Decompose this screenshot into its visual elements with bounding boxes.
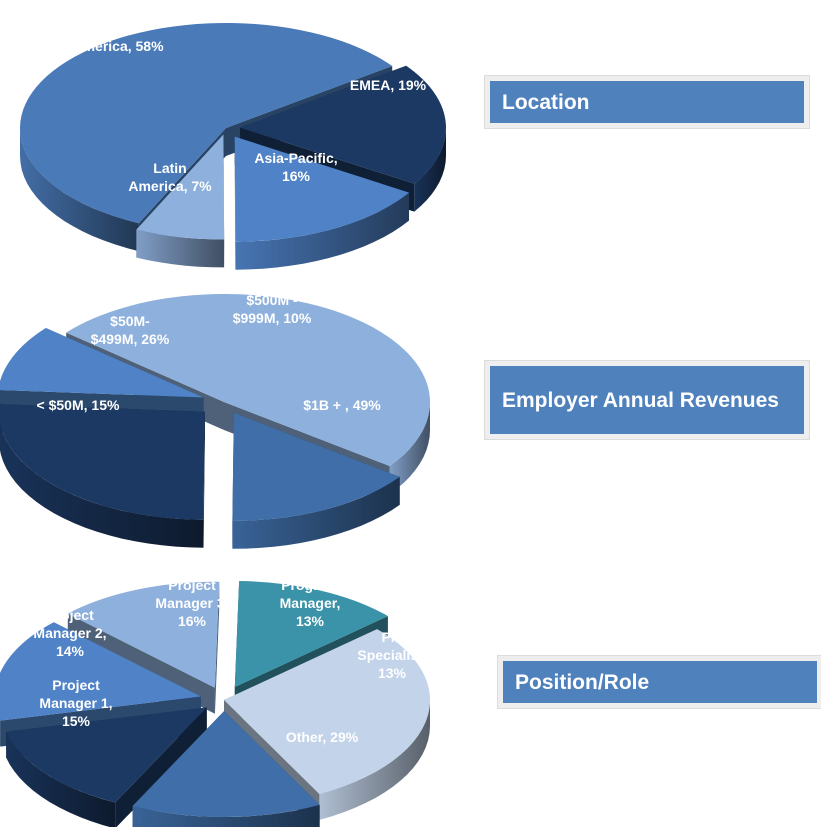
slice-outer-wall bbox=[414, 127, 446, 212]
slice-data-label: Latin America, 7% bbox=[128, 160, 212, 194]
location-title-box: Location bbox=[484, 75, 810, 129]
location-title: Location bbox=[490, 81, 804, 123]
slice-outer-wall bbox=[232, 476, 400, 549]
revenue-pie-chart: $1B + , 49% < $50M, 15% $50M-$499M, 26% $50… bbox=[0, 292, 430, 549]
slice-data-label: EMEA, 19% bbox=[350, 77, 427, 93]
slice-top-face bbox=[136, 134, 225, 240]
position-title-box: Position/Role bbox=[497, 655, 821, 709]
location-pie-chart: North America, 58% EMEA, 19% Asia-Pacific, 1… bbox=[20, 20, 446, 270]
slice-data-label: Asia-Pacific, 16% bbox=[254, 150, 337, 184]
slice-data-label: $1B + , 49% bbox=[303, 397, 381, 413]
slice-top-face bbox=[0, 622, 201, 721]
slice-side-wall bbox=[214, 581, 220, 714]
slice-data-label: PM Specialist, 13% bbox=[357, 629, 426, 681]
slice-data-label: Project Manager 1, 15% bbox=[39, 677, 112, 729]
slice-outer-wall bbox=[235, 192, 409, 270]
slice-top-face bbox=[0, 328, 204, 398]
slice-top-face bbox=[132, 710, 320, 817]
pie-slice bbox=[132, 710, 320, 827]
slice-data-label: Program Manager, 13% bbox=[280, 577, 341, 629]
slice-outer-wall bbox=[132, 804, 320, 827]
slice-outer-wall bbox=[319, 700, 430, 820]
slice-outer-wall bbox=[389, 402, 430, 495]
slice-data-label: $500M -$999M, 10% bbox=[233, 292, 312, 326]
slice-top-face bbox=[67, 581, 220, 688]
pie-slice bbox=[136, 134, 225, 268]
slice-data-label: Project Manager 3, 16% bbox=[155, 577, 228, 629]
slice-side-wall bbox=[234, 136, 236, 270]
slice-top-face bbox=[0, 404, 205, 520]
slice-top-face bbox=[234, 136, 410, 242]
slice-data-label: North America, 58% bbox=[72, 20, 164, 54]
pie-slice bbox=[234, 136, 410, 270]
slice-top-face bbox=[224, 629, 430, 794]
slice-top-face bbox=[239, 65, 446, 184]
slice-data-label: $50M-$499M, 26% bbox=[91, 313, 170, 347]
revenue-title-box: Employer Annual Revenues bbox=[484, 360, 810, 440]
slice-top-face bbox=[232, 412, 400, 521]
pie-slice bbox=[6, 707, 207, 827]
pie-slice bbox=[232, 412, 400, 549]
slice-top-face bbox=[6, 707, 207, 803]
slice-outer-wall bbox=[0, 422, 204, 548]
slice-side-wall bbox=[115, 707, 207, 827]
slice-outer-wall bbox=[6, 731, 116, 827]
revenue-title: Employer Annual Revenues bbox=[490, 366, 804, 434]
slice-data-label: Other, 29% bbox=[286, 729, 359, 745]
position-pie-chart: Other, 29% Project Manager 1, 15% Project Man… bbox=[0, 577, 430, 827]
slice-data-label: Project Manager 2, 14% bbox=[33, 607, 106, 659]
slice-outer-wall bbox=[136, 229, 225, 268]
slice-data-label: < $50M, 15% bbox=[37, 397, 120, 413]
slice-top-face bbox=[20, 22, 393, 224]
slice-side-wall bbox=[203, 411, 205, 548]
slice-top-face bbox=[234, 581, 388, 687]
slice-outer-wall bbox=[20, 128, 139, 252]
pie-slice bbox=[0, 404, 205, 548]
position-title: Position/Role bbox=[503, 661, 817, 703]
slice-top-face bbox=[66, 294, 430, 467]
